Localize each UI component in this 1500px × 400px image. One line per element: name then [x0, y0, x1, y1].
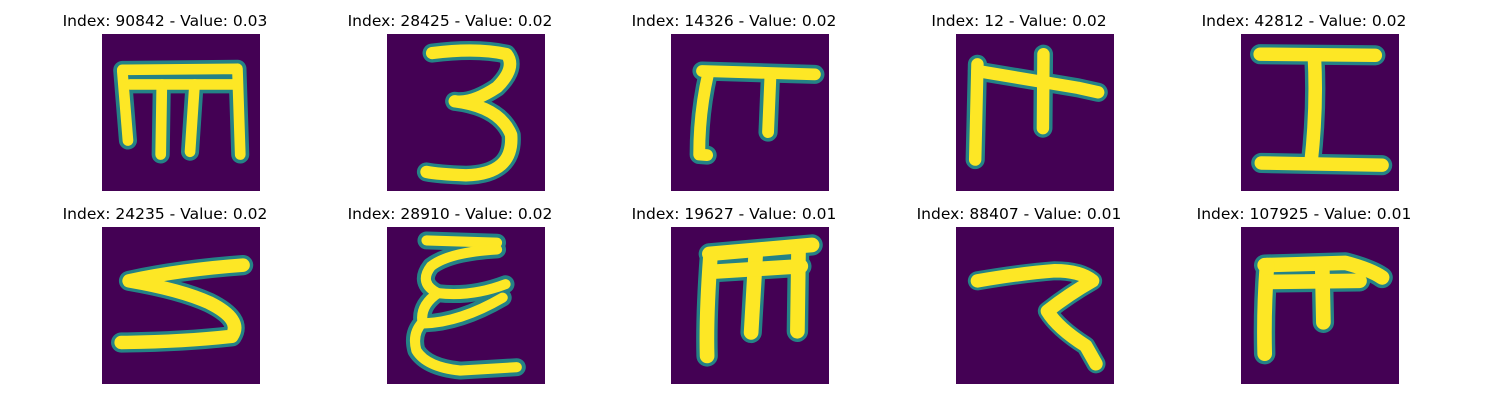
glyph-stroke — [114, 258, 250, 350]
panel-title: Index: 28425 - Value: 0.02 — [347, 12, 553, 30]
panel-title: Index: 19627 - Value: 0.01 — [631, 205, 837, 223]
glyph-stroke — [116, 63, 246, 160]
glyph-stroke — [1259, 273, 1367, 290]
glyph-stroke — [409, 244, 522, 376]
glyph-stroke — [703, 258, 809, 280]
glyph-stroke — [1304, 49, 1322, 170]
image-background — [102, 227, 260, 384]
panel-title: Index: 28910 - Value: 0.02 — [347, 205, 553, 223]
glyph-image — [387, 227, 545, 384]
glyph-stroke — [970, 264, 1103, 371]
glyph-stroke — [420, 44, 518, 182]
glyph-image — [956, 34, 1114, 191]
panel-title: Index: 88407 - Value: 0.01 — [916, 205, 1122, 223]
glyph-image — [102, 34, 260, 191]
glyph-stroke — [421, 235, 503, 248]
panel-title: Index: 12 - Value: 0.02 — [931, 12, 1107, 30]
glyph-stroke — [1254, 156, 1389, 172]
glyph-stroke — [968, 58, 984, 166]
glyph-image — [1241, 227, 1399, 384]
glyph-stroke — [432, 279, 511, 300]
glyph-image — [956, 227, 1114, 384]
glyph-image — [102, 227, 260, 384]
glyph-stroke — [693, 67, 715, 162]
glyph-stroke — [1257, 255, 1390, 285]
panel-title: Index: 90842 - Value: 0.03 — [62, 12, 268, 30]
glyph-image — [387, 34, 545, 191]
glyph-image — [671, 227, 829, 384]
panel-title: Index: 14326 - Value: 0.02 — [631, 12, 837, 30]
glyph-image — [671, 34, 829, 191]
glyph-stroke — [696, 65, 821, 81]
panel-title: Index: 24235 - Value: 0.02 — [62, 205, 268, 223]
glyph-stroke — [1257, 257, 1275, 362]
glyph-stroke — [1036, 48, 1050, 135]
glyph-stroke — [155, 79, 168, 160]
glyph-stroke — [184, 79, 200, 158]
glyph-image — [1241, 34, 1399, 191]
panel-title: Index: 107925 - Value: 0.01 — [1196, 205, 1412, 223]
panel-title: Index: 42812 - Value: 0.02 — [1201, 12, 1407, 30]
glyph-stroke — [116, 65, 134, 146]
glyph-stroke — [418, 292, 508, 329]
glyph-stroke — [762, 72, 777, 139]
glyph-stroke — [971, 64, 1105, 99]
